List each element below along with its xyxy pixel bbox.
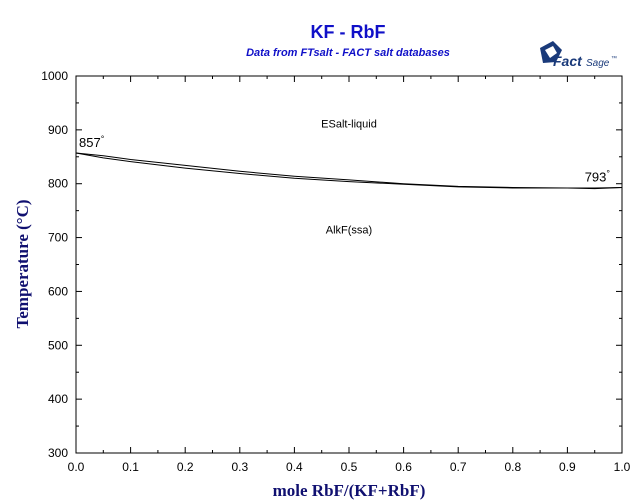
x-tick-label: 0.7 — [450, 460, 467, 474]
y-tick-label: 900 — [48, 123, 68, 137]
x-tick-label: 0.3 — [231, 460, 248, 474]
region-label: ESalt-liquid — [321, 119, 377, 131]
factsage-logo: Fact Sage ™ — [540, 41, 617, 69]
y-tick-label: 1000 — [41, 69, 68, 83]
y-tick-label: 300 — [48, 446, 68, 460]
y-tick-label: 600 — [48, 284, 68, 298]
y-tick-label: 400 — [48, 392, 68, 406]
x-tick-label: 0.2 — [177, 460, 194, 474]
liquidus-curve — [75, 152, 623, 189]
x-tick-label: 0.6 — [395, 460, 412, 474]
melting-point-label: 793° — [585, 168, 611, 184]
annotations: ESalt-liquid AlkF(ssa) 857° 793° — [79, 119, 610, 237]
y-tick-label: 700 — [48, 231, 68, 245]
x-tick-label: 0.0 — [68, 460, 85, 474]
x-tick-label: 0.1 — [122, 460, 139, 474]
factsage-logo-mark-highlight — [545, 46, 557, 58]
chart-title: KF - RbF — [311, 22, 386, 42]
y-tick-label: 800 — [48, 177, 68, 191]
x-tick-label: 0.5 — [341, 460, 358, 474]
melting-point-label: 857° — [79, 134, 105, 150]
plot-area-frame — [75, 75, 623, 454]
phase-boundary-curves — [75, 152, 623, 190]
x-axis: 0.0 0.1 0.2 0.3 0.4 0.5 0.6 0.7 0.8 0.9 1.0 — [68, 76, 631, 474]
y-axis: 300 400 500 600 700 800 900 1000 — [41, 69, 622, 460]
x-tick-label: 0.8 — [504, 460, 521, 474]
x-tick-label: 0.9 — [559, 460, 576, 474]
chart-subtitle: Data from FTsalt - FACT salt databases — [246, 47, 450, 59]
x-tick-label: 0.4 — [286, 460, 303, 474]
solidus-curve — [75, 152, 623, 190]
factsage-logo-fact: Fact — [553, 53, 583, 69]
region-label: AlkF(ssa) — [326, 224, 372, 236]
factsage-logo-trademark: ™ — [611, 55, 617, 62]
factsage-logo-sage: Sage — [586, 58, 610, 69]
x-axis-title: mole RbF/(KF+RbF) — [273, 481, 426, 500]
x-tick-label: 1.0 — [614, 460, 631, 474]
y-tick-label: 500 — [48, 338, 68, 352]
y-axis-title: Temperature (°C) — [13, 199, 32, 328]
